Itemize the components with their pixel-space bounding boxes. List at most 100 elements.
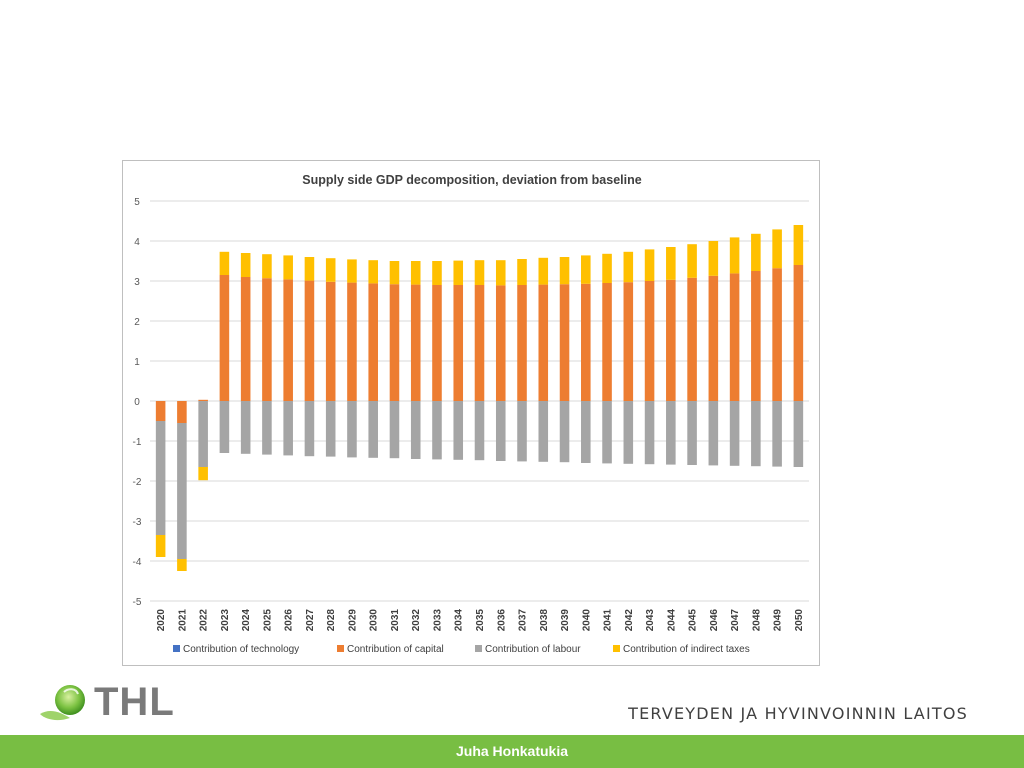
y-tick-label: -5 [133, 597, 142, 608]
bar-segment [793, 225, 804, 265]
bar-segment [368, 283, 378, 401]
bar-segment [304, 257, 315, 281]
x-tick-label: 2042 [624, 609, 635, 632]
bar-segment [538, 401, 549, 462]
bar-segment [729, 401, 740, 466]
bar-segment [708, 401, 719, 466]
x-tick-label: 2020 [156, 609, 167, 632]
bar-segment [283, 401, 293, 456]
x-tick-label: 2050 [794, 609, 805, 632]
x-tick-label: 2033 [432, 609, 443, 632]
bar-segment [793, 265, 804, 401]
x-tick-label: 2028 [326, 609, 337, 632]
bar-segment [177, 559, 187, 571]
x-tick-label: 2040 [581, 609, 592, 632]
bar-segment [666, 401, 676, 465]
bar-segment [347, 259, 357, 283]
bar-segment [644, 401, 655, 465]
bar-segment [304, 280, 315, 401]
bar-segment [772, 268, 782, 401]
bar-segment [666, 279, 676, 401]
bar-segment [410, 261, 421, 285]
bar-segment [432, 401, 442, 460]
bar-segment [410, 401, 421, 459]
bar-segment [453, 285, 464, 401]
x-tick-label: 2038 [539, 609, 550, 632]
bar-segment [623, 282, 634, 401]
y-axis-ticks: 5 4 3 2 1 0 -1 -2 -3 -4 -5 [133, 197, 142, 608]
bar-segment [687, 244, 697, 278]
bar-segment [602, 253, 612, 283]
bar-segment [198, 467, 208, 481]
bar-segment [453, 401, 464, 460]
bar-segment [219, 251, 230, 275]
y-tick-label: -2 [133, 477, 142, 488]
legend-item: Contribution of capital [337, 644, 444, 655]
x-tick-label: 2043 [645, 609, 656, 632]
x-tick-label: 2022 [199, 609, 210, 632]
x-tick-label: 2034 [454, 609, 465, 632]
bar-segment [155, 535, 166, 557]
x-tick-label: 2044 [666, 609, 677, 632]
bar-segment [729, 237, 740, 274]
legend-swatch [337, 645, 344, 652]
bar-segment [751, 401, 761, 467]
bar-segment [495, 285, 506, 401]
legend-item: Contribution of indirect taxes [613, 644, 750, 655]
y-tick-label: -4 [133, 557, 142, 568]
bar-segment [432, 285, 442, 401]
bar-segment [410, 284, 421, 401]
x-tick-label: 2024 [241, 609, 252, 632]
bar-segment [240, 277, 251, 401]
bar-segment [474, 260, 485, 285]
footer-author: Juha Honkatukia [455, 743, 569, 759]
x-axis-ticks: 2020 2021 2022 2023 2024 2025 2026 2027 2028 2029… [156, 609, 805, 632]
x-tick-label: 2047 [730, 609, 741, 632]
bar-segment [772, 229, 782, 269]
bar-segment [198, 399, 208, 401]
legend-label: Contribution of capital [347, 644, 444, 655]
bars [155, 225, 804, 571]
bar-segment [219, 275, 230, 401]
bar-segment [304, 401, 315, 457]
bar-segment [623, 251, 634, 283]
bar-segment [772, 401, 782, 467]
x-tick-label: 2021 [177, 609, 188, 632]
chart-title: Supply side GDP decomposition, deviation… [302, 173, 641, 187]
bar-segment [559, 284, 570, 401]
bar-segment [219, 401, 230, 453]
bar-segment [495, 260, 506, 286]
bar-segment [517, 401, 527, 462]
bar-segment [155, 421, 166, 535]
gdp-decomposition-chart: Supply side GDP decomposition, deviation… [133, 173, 809, 655]
bar-segment [538, 257, 549, 285]
x-tick-label: 2048 [751, 609, 762, 632]
bar-segment [581, 255, 591, 284]
bar-segment [325, 401, 336, 457]
x-tick-label: 2032 [411, 609, 422, 632]
x-tick-label: 2036 [496, 609, 507, 632]
bar-segment [729, 273, 740, 401]
chart-frame: Supply side GDP decomposition, deviation… [122, 160, 820, 666]
bar-segment [517, 285, 527, 401]
y-tick-label: 3 [134, 277, 140, 288]
bar-segment [666, 247, 676, 280]
x-tick-label: 2039 [560, 609, 571, 632]
y-tick-label: -1 [133, 437, 142, 448]
x-tick-label: 2025 [262, 609, 273, 632]
x-tick-label: 2045 [688, 609, 699, 632]
bar-segment [283, 279, 293, 401]
x-tick-label: 2035 [475, 609, 486, 632]
bar-segment [389, 261, 400, 285]
bar-segment [325, 281, 336, 401]
bar-segment [474, 401, 485, 461]
legend-swatch [173, 645, 180, 652]
logo-text: THL [94, 680, 175, 724]
y-tick-label: 2 [134, 317, 140, 328]
footer-bar [0, 735, 1024, 768]
bar-segment [474, 285, 485, 401]
legend-label: Contribution of indirect taxes [623, 644, 750, 655]
bar-segment [240, 401, 251, 454]
bar-segment [283, 255, 293, 280]
legend-swatch [613, 645, 620, 652]
